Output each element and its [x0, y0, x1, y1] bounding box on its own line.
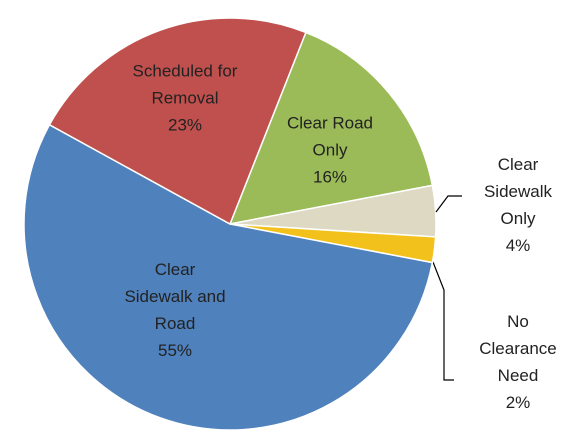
value-label: 16% [312, 167, 348, 187]
slice-label: Clear Road Only 16% [275, 110, 385, 191]
category-label: Clear Road Only [287, 113, 373, 160]
category-label: Clear Sidewalk Only [483, 155, 553, 228]
leader-line [432, 261, 454, 381]
value-label: 23% [167, 115, 203, 135]
value-label: 2% [505, 393, 531, 412]
category-label: Scheduled for Removal [132, 61, 238, 108]
value-label: 4% [505, 236, 531, 255]
slice-label: Scheduled for Removal 23% [115, 58, 255, 139]
slice-label: No Clearance Need 2% [468, 308, 565, 416]
slice-label: Clear Sidewalk Only 4% [478, 151, 558, 259]
slice-label: Clear Sidewalk and Road 55% [120, 256, 230, 364]
category-label: Clear Sidewalk and Road [124, 260, 226, 333]
pie-slice [228, 31, 434, 225]
pie-slice [23, 123, 434, 431]
leader-line [435, 195, 462, 213]
value-label: 55% [157, 341, 193, 360]
pie-slice [48, 17, 307, 226]
category-label: No Clearance Need [479, 312, 557, 385]
